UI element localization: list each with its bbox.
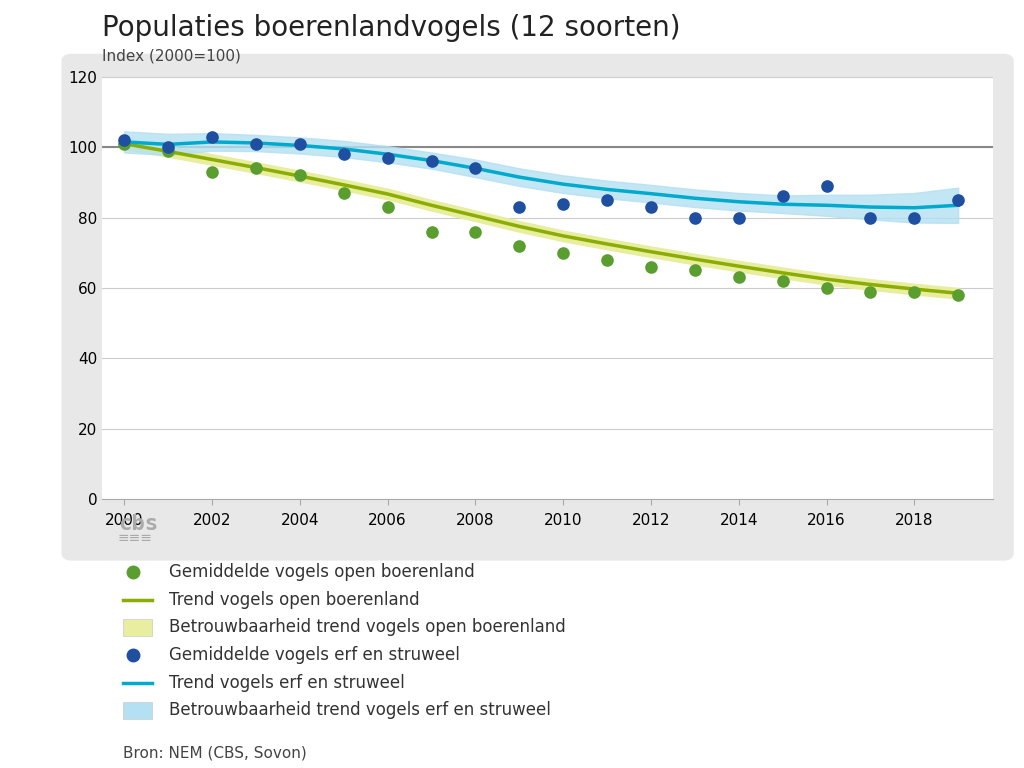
Text: Gemiddelde vogels erf en struweel: Gemiddelde vogels erf en struweel — [169, 646, 460, 664]
Point — [599, 253, 615, 266]
Point — [511, 240, 527, 252]
Point — [511, 201, 527, 214]
Bar — [123, 702, 152, 719]
Point — [906, 211, 923, 223]
Point — [248, 137, 264, 150]
Text: Trend vogels erf en struweel: Trend vogels erf en struweel — [169, 674, 404, 692]
Point — [774, 275, 791, 287]
Text: ≡≡≡: ≡≡≡ — [118, 531, 153, 545]
Point — [730, 211, 746, 223]
Point — [774, 190, 791, 203]
Point — [204, 166, 220, 178]
Text: Bron: NEM (CBS, Sovon): Bron: NEM (CBS, Sovon) — [123, 746, 306, 761]
Point — [292, 137, 308, 150]
Point — [818, 282, 835, 294]
Point — [687, 264, 703, 276]
Point — [160, 141, 176, 154]
Text: Gemiddelde vogels open boerenland: Gemiddelde vogels open boerenland — [169, 563, 475, 581]
Point — [336, 187, 352, 199]
Text: Populaties boerenlandvogels (12 soorten): Populaties boerenlandvogels (12 soorten) — [102, 15, 681, 42]
Point — [950, 194, 967, 206]
Point — [467, 162, 483, 174]
Point — [950, 289, 967, 301]
Point — [423, 155, 439, 167]
Point — [336, 148, 352, 161]
Point — [380, 151, 396, 164]
Point — [116, 134, 132, 146]
Point — [555, 247, 571, 259]
Point — [292, 169, 308, 181]
Point — [555, 197, 571, 210]
Point — [599, 194, 615, 206]
Point — [380, 201, 396, 214]
Point — [687, 211, 703, 223]
Point — [906, 286, 923, 298]
Text: cbs: cbs — [118, 514, 158, 534]
Point — [116, 137, 132, 150]
Point — [643, 261, 659, 273]
Text: Betrouwbaarheid trend vogels open boerenland: Betrouwbaarheid trend vogels open boeren… — [169, 618, 565, 637]
Text: Betrouwbaarheid trend vogels erf en struweel: Betrouwbaarheid trend vogels erf en stru… — [169, 701, 551, 720]
Point — [818, 180, 835, 192]
Point — [862, 286, 879, 298]
Point — [862, 211, 879, 223]
Point — [248, 162, 264, 174]
Point — [160, 144, 176, 157]
Point — [423, 226, 439, 238]
Text: Trend vogels open boerenland: Trend vogels open boerenland — [169, 591, 420, 609]
Text: Index (2000=100): Index (2000=100) — [102, 48, 242, 64]
Point — [643, 201, 659, 214]
Bar — [123, 619, 152, 636]
Point — [204, 131, 220, 143]
Point — [730, 271, 746, 283]
Point — [467, 226, 483, 238]
